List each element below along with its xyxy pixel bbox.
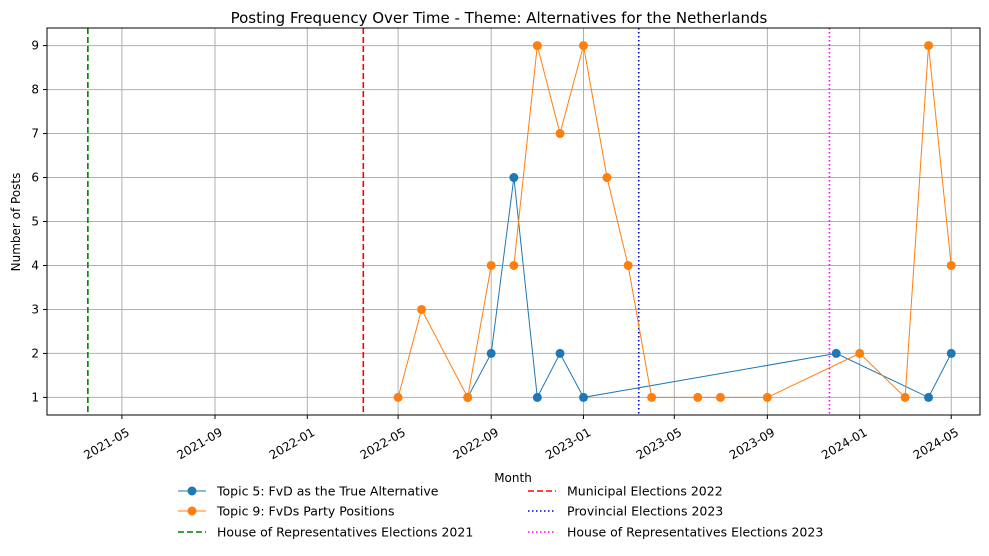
data-point bbox=[623, 260, 633, 270]
data-point bbox=[555, 129, 565, 139]
data-point bbox=[532, 392, 542, 402]
x-tick-label: 2023-01 bbox=[543, 425, 593, 462]
data-point bbox=[715, 392, 725, 402]
y-tick-label: 8 bbox=[31, 83, 39, 97]
legend-item: House of Representatives Elections 2021 bbox=[178, 525, 473, 540]
x-axis-ticks: 2021-05 2021-09 2022-01 2022-05 2022-09 2023-… bbox=[81, 415, 961, 462]
legend-item: House of Representatives Elections 2023 bbox=[528, 525, 823, 540]
legend: Topic 5: FvD as the True Alternative Topi… bbox=[178, 484, 823, 540]
grid bbox=[47, 28, 980, 415]
legend-item: Municipal Elections 2022 bbox=[528, 484, 723, 499]
legend-item: Topic 9: FvDs Party Positions bbox=[178, 504, 394, 519]
legend-label: Provincial Elections 2023 bbox=[567, 504, 723, 519]
series-layer bbox=[393, 41, 956, 402]
data-point bbox=[693, 392, 703, 402]
legend-marker bbox=[187, 486, 197, 496]
series-2 bbox=[393, 41, 956, 402]
election-lines bbox=[87, 28, 831, 415]
x-tick-label: 2021-05 bbox=[81, 425, 131, 462]
data-point bbox=[555, 348, 565, 358]
x-tick-label: 2021-09 bbox=[174, 425, 224, 462]
y-axis-ticks: 1 2 3 4 5 6 7 8 9 bbox=[31, 39, 47, 404]
y-tick-label: 2 bbox=[31, 346, 39, 360]
series-1 bbox=[463, 173, 956, 402]
data-point bbox=[578, 41, 588, 51]
legend-label: Topic 5: FvD as the True Alternative bbox=[216, 484, 439, 499]
data-point bbox=[602, 173, 612, 183]
y-tick-label: 7 bbox=[31, 127, 39, 141]
chart-title: Posting Frequency Over Time - Theme: Alt… bbox=[231, 9, 768, 27]
x-tick-label: 2022-09 bbox=[451, 425, 501, 462]
y-tick-label: 4 bbox=[31, 258, 39, 272]
legend-label: Municipal Elections 2022 bbox=[567, 484, 723, 499]
y-tick-label: 1 bbox=[31, 390, 39, 404]
y-tick-label: 9 bbox=[31, 39, 39, 53]
data-point bbox=[463, 392, 473, 402]
series-line bbox=[397, 45, 952, 399]
data-point bbox=[924, 392, 934, 402]
data-point bbox=[532, 41, 542, 51]
data-point bbox=[900, 392, 910, 402]
x-axis-label: Month bbox=[494, 471, 532, 485]
legend-marker bbox=[187, 506, 197, 516]
legend-label: Topic 9: FvDs Party Positions bbox=[216, 504, 394, 519]
data-point bbox=[647, 392, 657, 402]
y-axis-label: Number of Posts bbox=[9, 173, 23, 272]
data-point bbox=[509, 260, 519, 270]
y-tick-label: 6 bbox=[31, 171, 39, 185]
x-tick-label: 2022-01 bbox=[267, 425, 317, 462]
y-tick-label: 3 bbox=[31, 302, 39, 316]
series-line bbox=[467, 177, 952, 400]
data-point bbox=[486, 348, 496, 358]
legend-label: House of Representatives Elections 2021 bbox=[217, 525, 473, 540]
data-point bbox=[762, 392, 772, 402]
y-tick-label: 5 bbox=[31, 215, 39, 229]
data-point bbox=[417, 304, 427, 314]
data-point bbox=[393, 392, 403, 402]
x-tick-label: 2024-01 bbox=[819, 425, 869, 462]
x-tick-label: 2023-09 bbox=[727, 425, 777, 462]
x-tick-label: 2023-05 bbox=[634, 425, 684, 462]
legend-label: House of Representatives Elections 2023 bbox=[567, 525, 823, 540]
data-point bbox=[855, 348, 865, 358]
data-point bbox=[831, 348, 841, 358]
data-point bbox=[509, 173, 519, 183]
x-tick-label: 2022-05 bbox=[358, 425, 408, 462]
data-point bbox=[924, 41, 934, 51]
data-point bbox=[578, 392, 588, 402]
legend-item: Provincial Elections 2023 bbox=[528, 504, 723, 519]
data-point bbox=[946, 260, 956, 270]
legend-item: Topic 5: FvD as the True Alternative bbox=[178, 484, 439, 499]
x-tick-label: 2024-05 bbox=[911, 425, 961, 462]
data-point bbox=[946, 348, 956, 358]
data-point bbox=[486, 260, 496, 270]
